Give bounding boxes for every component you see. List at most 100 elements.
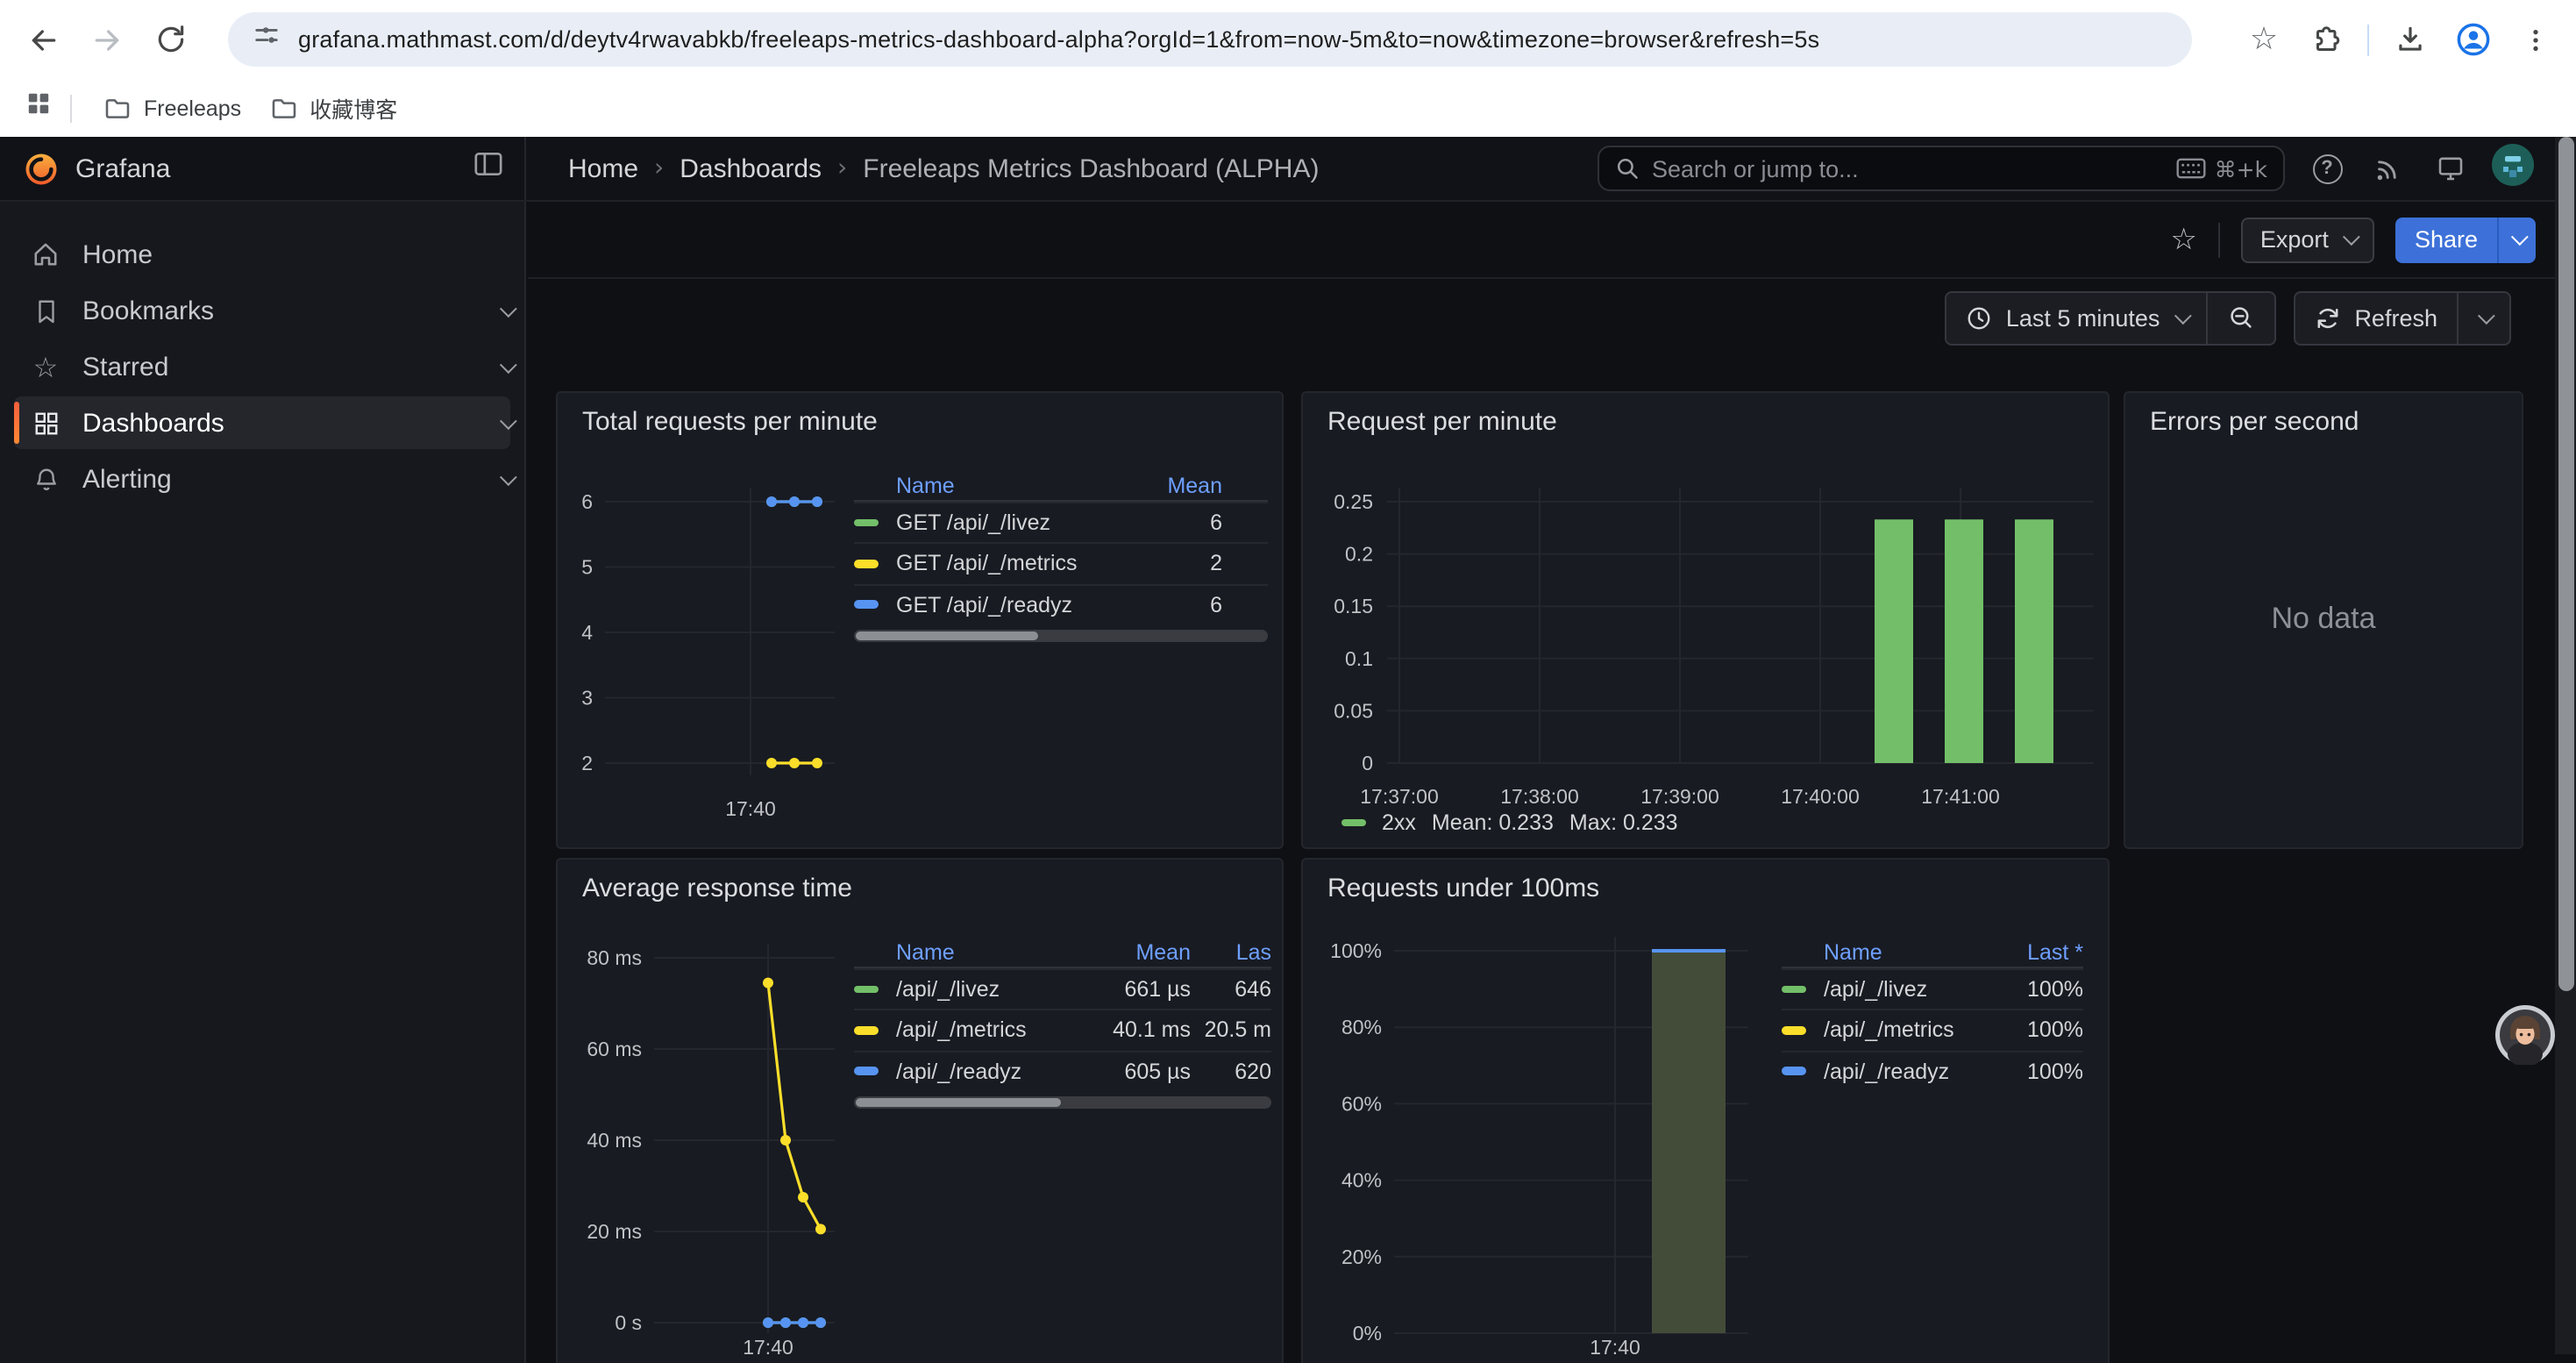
svg-text:0%: 0% — [1353, 1322, 1382, 1345]
panel-title[interactable]: Requests under 100ms — [1327, 874, 1600, 903]
sidebar-item-home[interactable]: Home — [14, 228, 510, 281]
panel-title[interactable]: Average response time — [582, 874, 852, 903]
url-bar[interactable]: grafana.mathmast.com/d/deytv4rwavabkb/fr… — [228, 12, 2192, 67]
legend-row[interactable]: GET /api/_/livez 6 — [854, 502, 1268, 543]
series-name[interactable]: GET /api/_/livez — [896, 510, 1051, 536]
sidebar-item-bookmarks[interactable]: Bookmarks — [14, 284, 516, 337]
site-settings-icon[interactable] — [253, 21, 281, 58]
scrollbar-thumb[interactable] — [2558, 137, 2573, 991]
grafana-logo[interactable] — [23, 150, 60, 187]
legend-header-name[interactable]: Name — [896, 473, 955, 497]
refresh-interval-chevron[interactable] — [2457, 292, 2509, 343]
page-scrollbar[interactable] — [2555, 137, 2576, 1354]
series-last: 646 — [1235, 977, 1271, 1003]
sidebar-toggle-icon[interactable] — [473, 151, 503, 186]
svg-text:0 s: 0 s — [615, 1311, 642, 1334]
browser-menu-icon[interactable] — [2509, 13, 2562, 66]
legend-row[interactable]: /api/_/livez 661 µs 646 — [854, 968, 1271, 1010]
url-text[interactable]: grafana.mathmast.com/d/deytv4rwavabkb/fr… — [298, 26, 1820, 53]
search-input[interactable]: Search or jump to... ⌘+k — [1598, 146, 2285, 191]
expand-chevron-icon[interactable] — [491, 296, 519, 325]
legend-scrollbar[interactable] — [854, 1095, 1271, 1109]
panel-title[interactable]: Total requests per minute — [582, 407, 878, 437]
legend-scrollbar[interactable] — [854, 629, 1268, 642]
legend-header-last[interactable]: Las — [1235, 939, 1271, 964]
legend-row[interactable]: /api/_/metrics 100% — [1782, 1009, 2083, 1051]
bookmark-folder-freeleaps[interactable]: Freeleaps — [89, 87, 255, 129]
svg-text:0.05: 0.05 — [1334, 699, 1373, 722]
bookmark-star-icon[interactable]: ☆ — [2249, 20, 2279, 57]
panel-errors-per-second[interactable]: Errors per second No data — [2124, 391, 2523, 849]
expand-chevron-icon[interactable] — [491, 353, 519, 381]
svg-text:17:40: 17:40 — [743, 1336, 793, 1359]
profile-icon[interactable] — [2446, 13, 2499, 66]
panel-title[interactable]: Errors per second — [2150, 407, 2359, 437]
series-name[interactable]: /api/_/readyz — [1824, 1059, 1950, 1084]
sidebar-item-alerting[interactable]: Alerting — [14, 453, 516, 505]
request-per-minute-chart: 0.25 0.2 0.15 0.1 0.05 0 17:37:00 17:38:00 17:39… — [1334, 488, 2094, 808]
svg-text:80%: 80% — [1341, 1016, 1382, 1038]
series-name[interactable]: /api/_/livez — [896, 977, 1000, 1003]
series-name[interactable]: /api/_/livez — [1824, 977, 1928, 1003]
series-mean: 661 µs — [1124, 977, 1191, 1003]
panel-avg-response-time[interactable]: Average response time 80 ms 60 ms 40 ms 20 … — [556, 858, 1284, 1363]
sidebar-item-starred[interactable]: ☆ Starred — [14, 340, 516, 393]
svg-text:17:39:00: 17:39:00 — [1640, 785, 1719, 808]
series-name[interactable]: GET /api/_/metrics — [896, 551, 1078, 576]
sidebar-item-label: Starred — [82, 352, 169, 382]
share-label[interactable]: Share — [2395, 217, 2497, 262]
grafana-top-nav: Grafana Home › Dashboards › Freeleaps Me… — [0, 137, 2576, 202]
series-name[interactable]: /api/_/metrics — [1824, 1017, 1954, 1043]
share-button[interactable]: Share — [2395, 217, 2536, 262]
legend-row[interactable]: /api/_/livez 100% — [1782, 968, 2083, 1010]
expand-chevron-icon[interactable] — [491, 409, 519, 437]
user-avatar[interactable] — [2492, 143, 2534, 194]
legend-row[interactable]: /api/_/readyz 100% — [1782, 1050, 2083, 1091]
series-color-pill — [854, 518, 879, 527]
panel-total-requests[interactable]: Total requests per minute 6 5 4 3 2 17:40 Nam… — [556, 391, 1284, 849]
time-range-picker[interactable]: Last 5 minutes — [1946, 292, 2206, 343]
legend-row[interactable]: GET /api/_/readyz 6 — [854, 583, 1268, 624]
panel-title[interactable]: Request per minute — [1327, 407, 1557, 437]
news-rss-icon[interactable] — [2369, 149, 2408, 188]
series-name[interactable]: /api/_/metrics — [896, 1017, 1027, 1043]
forward-icon[interactable] — [81, 13, 133, 66]
series-last: 100% — [2027, 977, 2083, 1003]
legend-row[interactable]: /api/_/metrics 40.1 ms 20.5 m — [854, 1009, 1271, 1051]
breadcrumb-home[interactable]: Home — [568, 153, 639, 183]
zoom-out-button[interactable] — [2205, 292, 2274, 343]
legend-header-name[interactable]: Name — [1824, 939, 1882, 964]
svg-text:2: 2 — [581, 752, 593, 774]
monitor-icon[interactable] — [2430, 149, 2469, 188]
breadcrumb-dashboards[interactable]: Dashboards — [680, 153, 822, 183]
export-button[interactable]: Export — [2240, 217, 2374, 262]
refresh-button[interactable]: Refresh — [2295, 292, 2457, 343]
help-icon[interactable]: ? — [2308, 149, 2346, 188]
legend-header-last[interactable]: Last * — [2027, 939, 2083, 964]
series-name[interactable]: /api/_/readyz — [896, 1059, 1022, 1084]
sidebar-item-dashboards[interactable]: Dashboards — [14, 396, 516, 449]
downloads-icon[interactable] — [2383, 13, 2436, 66]
series-name[interactable]: 2xx — [1382, 810, 1416, 835]
bookmark-folder-blogs[interactable]: 收藏博客 — [255, 84, 411, 132]
panel-requests-under-100ms[interactable]: Requests under 100ms 100% 80% 60% 40% 20% 0% 1… — [1301, 858, 2110, 1363]
breadcrumb: Home › Dashboards › Freeleaps Metrics Da… — [568, 153, 1319, 183]
legend-row[interactable]: GET /api/_/metrics 2 — [854, 542, 1268, 584]
series-name[interactable]: GET /api/_/readyz — [896, 592, 1073, 617]
expand-chevron-icon[interactable] — [491, 465, 519, 493]
sidebar-item-label: Dashboards — [82, 408, 224, 438]
legend-item-2xx[interactable]: 2xx Mean: 0.233 Max: 0.233 — [1341, 810, 1678, 835]
legend-header-mean[interactable]: Mean — [1135, 939, 1191, 964]
panel-request-per-minute[interactable]: Request per minute 0.25 0.2 0.15 0.1 0.05 0 17… — [1301, 391, 2110, 849]
legend-header-name[interactable]: Name — [896, 939, 955, 964]
legend-header-mean[interactable]: Mean — [1167, 473, 1222, 497]
legend-row[interactable]: /api/_/readyz 605 µs 620 — [854, 1050, 1271, 1091]
share-menu-chevron-icon[interactable] — [2497, 217, 2536, 262]
back-icon[interactable] — [18, 13, 70, 66]
search-placeholder: Search or jump to... — [1652, 155, 1859, 182]
apps-grid-icon[interactable] — [25, 89, 53, 126]
extensions-icon[interactable] — [2301, 13, 2353, 66]
reload-icon[interactable] — [144, 13, 196, 66]
assistant-avatar[interactable] — [2495, 1005, 2555, 1067]
favorite-star-icon[interactable]: ☆ — [2170, 222, 2197, 257]
